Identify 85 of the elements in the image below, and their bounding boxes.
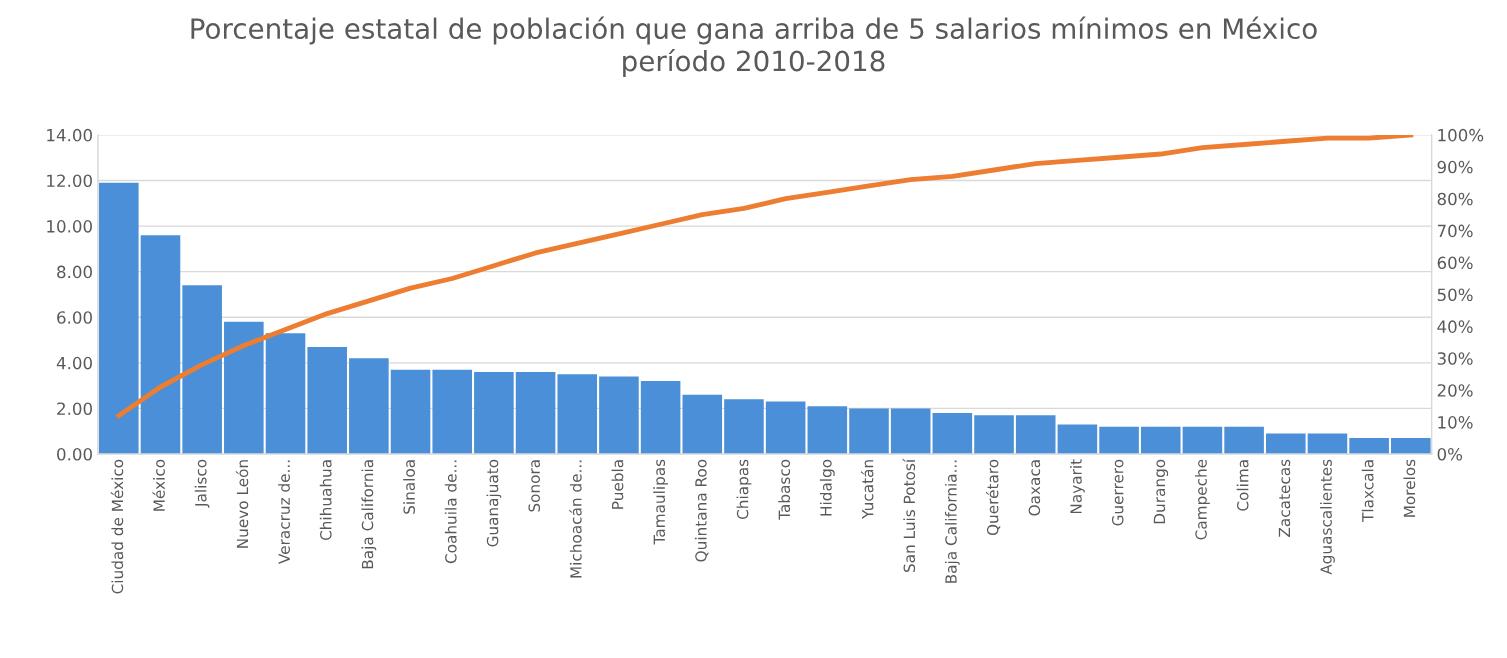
x-tick-label: México — [152, 459, 165, 511]
bar — [890, 408, 931, 455]
y2-tick-label: 100% — [1438, 128, 1484, 142]
bar — [1140, 426, 1181, 455]
bar — [307, 346, 347, 455]
x-tick-label: Morelos — [1403, 459, 1416, 517]
y2-tick-label: 30% — [1437, 352, 1473, 365]
bar — [432, 369, 473, 455]
x-tick-label: Zacatecas — [1278, 459, 1291, 537]
bar — [765, 401, 806, 455]
bar — [932, 412, 973, 455]
x-tick-label: Hidalgo — [819, 459, 835, 516]
x-tick-label: Veracruz de... — [278, 460, 290, 564]
bar — [515, 371, 556, 455]
x-tick-label: Aguascalientes — [1320, 459, 1335, 575]
y2-tick-label: 0% — [1437, 447, 1463, 461]
x-tick-label: Quintana Roo — [694, 459, 709, 562]
x-tick-label: Sinaloa — [403, 460, 415, 514]
x-tick-label: Campeche — [1195, 459, 1210, 540]
y-tick-label: 4.00 — [56, 356, 92, 370]
x-tick-label: Chihuahua — [319, 460, 332, 541]
y2-tick-label: 40% — [1437, 320, 1473, 333]
x-tick-label: Baja California... — [944, 460, 960, 583]
x-tick-label: Baja California — [361, 460, 377, 569]
x-tick-label: Puebla — [611, 460, 624, 509]
bar — [349, 358, 389, 455]
bar — [640, 381, 681, 455]
bar — [1307, 433, 1348, 455]
x-tick-label: Tabasco — [778, 459, 791, 520]
bar — [1349, 438, 1389, 455]
x-tick-label: Ciudad de México — [110, 459, 124, 594]
bar — [1265, 433, 1306, 455]
bar — [724, 399, 764, 455]
bar — [390, 369, 431, 455]
bar — [474, 371, 514, 455]
x-tick-label: Tamaulipas — [653, 459, 668, 545]
x-tick-label: Tlaxcala — [1361, 460, 1374, 523]
bar — [807, 406, 848, 455]
x-tick-label: San Luis Potosí — [902, 458, 916, 573]
y-tick-label: 6.00 — [57, 311, 92, 324]
x-tick-label: Guanajuato — [486, 459, 502, 547]
bar — [599, 376, 639, 455]
bar — [1182, 426, 1223, 455]
bar — [1015, 415, 1056, 455]
bar — [1391, 438, 1431, 455]
bar — [99, 182, 139, 455]
x-tick-label: Nayarit — [1069, 459, 1085, 514]
y2-tick-label: 20% — [1437, 384, 1473, 397]
bar — [974, 415, 1014, 455]
x-tick-label: Nuevo León — [235, 460, 249, 548]
bar — [849, 408, 889, 455]
bar — [1224, 426, 1264, 455]
x-tick-label: Colima — [1236, 460, 1249, 511]
y2-tick-label: 60% — [1437, 256, 1473, 270]
y-tick-label: 10.00 — [47, 220, 92, 233]
y2-tick-label: 10% — [1438, 416, 1473, 429]
x-tick-label: Michoacán de... — [569, 460, 582, 578]
y2-tick-label: 80% — [1437, 192, 1473, 206]
line-series — [116, 134, 1414, 419]
y2-tick-label: 70% — [1437, 224, 1473, 238]
y-tick-label: 12.00 — [47, 174, 92, 188]
x-tick-label: Jalisco — [194, 459, 210, 508]
bar — [1099, 426, 1139, 455]
y-tick-label: 8.00 — [57, 265, 92, 279]
x-tick-label: Durango — [1153, 459, 1169, 524]
x-tick-label: Guerrero — [1111, 459, 1124, 526]
x-tick-label: Yucatán — [860, 460, 874, 519]
y-tick-label: 2.00 — [57, 402, 92, 415]
y2-tick-label: 50% — [1437, 288, 1473, 302]
x-tick-label: Coahuila de... — [444, 460, 457, 564]
bar — [682, 394, 723, 455]
x-tick-label: Sonora — [528, 460, 541, 512]
bar — [182, 285, 222, 455]
x-tick-label: Querétaro — [986, 459, 1001, 536]
x-tick-label: Oaxaca — [1028, 460, 1041, 516]
y-tick-label: 14.00 — [47, 128, 92, 142]
y-tick-label: 0.00 — [57, 447, 92, 461]
x-tick-label: Chiapas — [736, 459, 752, 519]
y2-tick-label: 90% — [1437, 160, 1473, 174]
bar — [140, 235, 181, 455]
chart-title: Porcentaje estatal de población que gana arriba de 5 salarios mínimos en México período 2010-2018 — [191, 16, 1317, 77]
bar — [1057, 424, 1098, 455]
bar — [224, 321, 264, 455]
bar — [557, 374, 598, 455]
bar — [265, 333, 306, 455]
